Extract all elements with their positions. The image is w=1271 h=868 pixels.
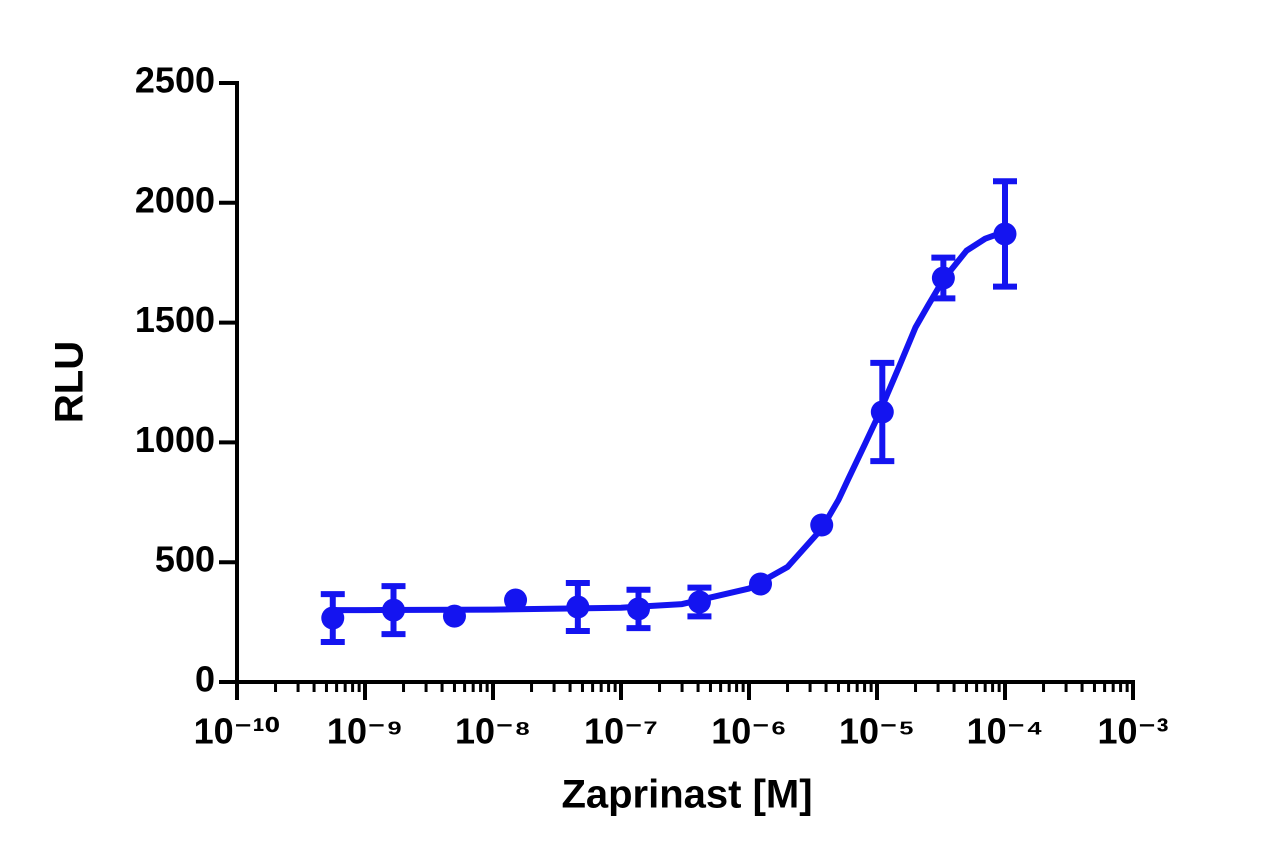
x-tick-label: 10⁻¹⁰	[194, 711, 281, 752]
fit-curve	[332, 228, 1007, 614]
y-tick-label: 500	[155, 539, 215, 580]
x-tick-label: 10⁻⁵	[839, 711, 915, 752]
y-axis-label: RLU	[48, 341, 92, 423]
data-point	[810, 513, 834, 537]
data-point	[442, 604, 466, 628]
x-tick-label: 10⁻⁸	[455, 711, 531, 752]
data-point	[870, 400, 894, 424]
data-point	[931, 266, 955, 290]
data-point	[749, 572, 773, 596]
data-point	[504, 588, 528, 612]
data-point	[687, 590, 711, 614]
x-axis-label: Zaprinast [M]	[561, 773, 812, 817]
data-point	[627, 597, 651, 621]
x-tick-label: 10⁻⁴	[967, 711, 1044, 752]
y-tick-label: 2500	[135, 60, 215, 101]
x-tick-label: 10⁻⁷	[584, 711, 658, 752]
data-point	[993, 222, 1017, 246]
data-point	[566, 595, 590, 619]
x-tick-label: 10⁻⁶	[711, 711, 787, 752]
data-point	[321, 606, 345, 630]
x-tick-label: 10⁻³	[1097, 711, 1168, 752]
y-tick-label: 0	[195, 659, 215, 700]
y-tick-label: 1000	[135, 419, 215, 460]
data-point	[382, 598, 406, 622]
y-tick-label: 1500	[135, 299, 215, 340]
x-tick-label: 10⁻⁹	[327, 711, 403, 752]
y-tick-label: 2000	[135, 179, 215, 220]
